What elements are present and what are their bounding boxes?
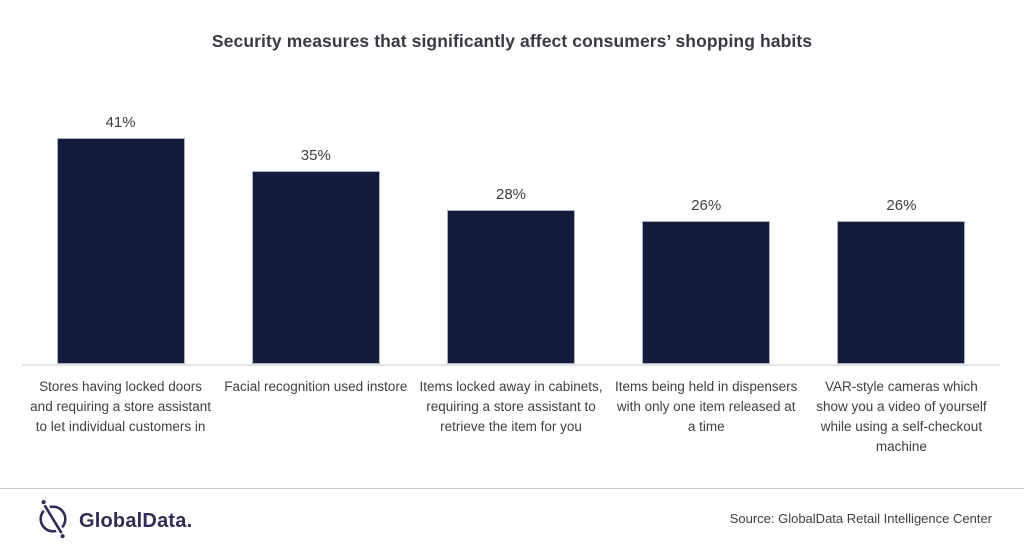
footer-divider	[0, 488, 1024, 489]
category-labels: Stores having locked doors and requiring…	[23, 377, 999, 457]
globaldata-logo-text: GlobalData.	[79, 510, 193, 532]
category-label: Stores having locked doors and requiring…	[30, 379, 212, 434]
bar	[642, 221, 771, 364]
bar-column: 35%	[218, 147, 413, 364]
bar-value-label: 26%	[886, 197, 917, 214]
category-label: Items being held in dispensers with only…	[615, 379, 798, 434]
source-text: Source: GlobalData Retail Intelligence C…	[729, 511, 992, 526]
category-label: VAR-style cameras which show you a video…	[816, 379, 987, 454]
category-label: Items locked away in cabinets, requiring…	[419, 379, 603, 434]
chart-title: Security measures that significantly aff…	[211, 31, 813, 51]
category-label: Facial recognition used instore	[224, 379, 408, 394]
bar-value-label: 28%	[495, 186, 527, 203]
bar-column: 26%	[609, 197, 804, 364]
bar-column: 41%	[23, 114, 218, 364]
globaldata-logo: GlobalData.	[36, 499, 192, 544]
bar	[251, 171, 380, 364]
bar-chart: 41% 35% 28% 26% 26%	[23, 0, 999, 364]
bar-value-label: 26%	[691, 197, 722, 214]
bar-column: 26%	[804, 197, 999, 364]
bar	[56, 138, 185, 364]
x-axis-line	[22, 364, 1000, 366]
bar	[447, 210, 575, 364]
bar-value-label: 35%	[300, 147, 331, 164]
footer: GlobalData. Source: GlobalData Retail In…	[0, 489, 1024, 549]
bar-column: 28%	[413, 186, 608, 364]
bar	[837, 221, 966, 364]
bar-value-label: 41%	[105, 114, 136, 131]
globaldata-compass-icon	[36, 499, 70, 544]
